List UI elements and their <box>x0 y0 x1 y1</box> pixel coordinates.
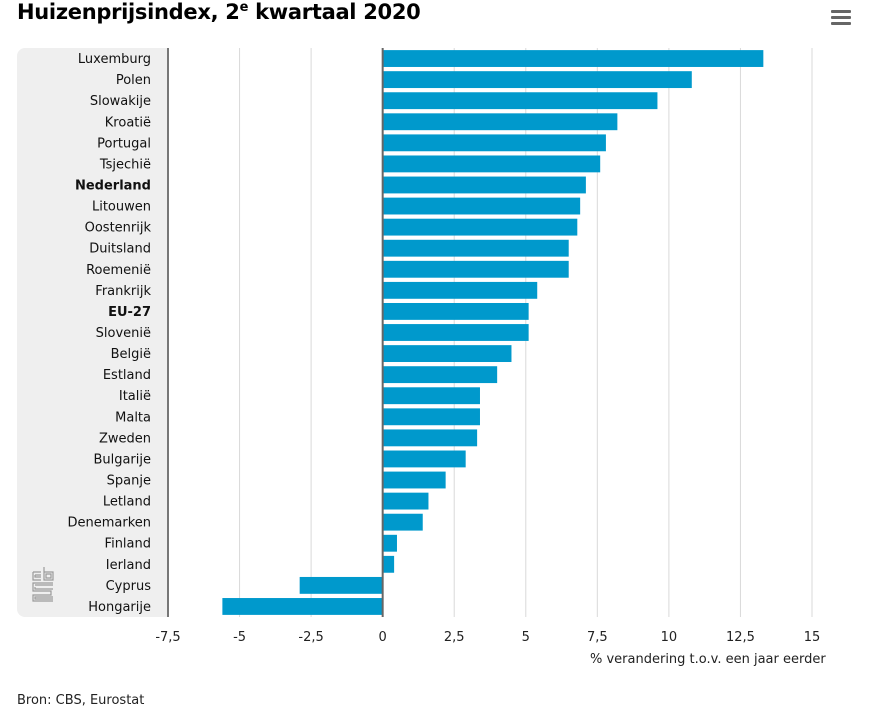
category-label: Malta <box>115 410 151 425</box>
category-label: Letland <box>103 495 151 510</box>
x-tick-label: 0 <box>379 630 387 645</box>
category-label: Luxemburg <box>78 52 151 67</box>
category-label: Tsjechië <box>99 157 151 172</box>
cbs-logo-icon <box>32 567 54 602</box>
hamburger-menu-icon[interactable] <box>829 8 853 28</box>
bar-eu-27 <box>382 302 529 320</box>
bar-oostenrijk <box>382 218 578 236</box>
category-label: Portugal <box>97 136 151 151</box>
category-label: EU-27 <box>108 305 151 320</box>
bar-denemarken <box>382 513 423 531</box>
bar-bulgarije <box>382 450 466 468</box>
category-label: Denemarken <box>67 516 151 531</box>
category-label: Ierland <box>106 558 151 573</box>
category-label: Duitsland <box>89 242 151 257</box>
bar-slowakije <box>382 92 658 110</box>
category-label: België <box>111 347 151 362</box>
category-label: Nederland <box>75 178 151 193</box>
bar-letland <box>382 492 429 510</box>
category-label: Polen <box>116 73 151 88</box>
bar-malta <box>382 408 480 426</box>
bar-litouwen <box>382 197 581 215</box>
bar-zweden <box>382 429 478 447</box>
bar-ierland <box>382 555 395 573</box>
bar-finland <box>382 534 397 552</box>
title-superscript: e <box>239 0 249 15</box>
bar-hongarije <box>222 598 383 615</box>
bar-estland <box>382 366 498 384</box>
bar-kroati- <box>382 113 618 131</box>
bar-roemeni- <box>382 260 569 278</box>
category-label: Slowakije <box>90 94 151 109</box>
x-tick-label: 10 <box>661 630 678 645</box>
bar-luxemburg <box>382 50 764 67</box>
bar-itali- <box>382 387 480 405</box>
x-axis-title: % verandering t.o.v. een jaar eerder <box>590 652 826 667</box>
category-label: Cyprus <box>106 579 152 594</box>
bar-tsjechi- <box>382 155 601 173</box>
category-label: Frankrijk <box>95 284 151 299</box>
bar-nederland <box>382 176 586 194</box>
category-label: Hongarije <box>88 600 151 615</box>
category-label: Finland <box>105 537 151 552</box>
bar-sloveni- <box>382 324 529 341</box>
bar-polen <box>382 71 692 89</box>
category-label-panel <box>17 48 168 617</box>
bar-cyprus <box>299 576 383 594</box>
category-label: Zweden <box>99 431 151 446</box>
title-main: Huizenprijsindex, 2 <box>17 0 240 24</box>
x-tick-label: -7,5 <box>155 630 180 645</box>
bar-frankrijk <box>382 281 538 299</box>
chart-title: Huizenprijsindex, 2e kwartaal 2020 <box>17 0 421 24</box>
x-tick-label: -5 <box>233 630 246 645</box>
category-label: Estland <box>103 368 151 383</box>
category-label: Oostenrijk <box>85 221 152 236</box>
title-rest: kwartaal 2020 <box>248 0 421 24</box>
bar-spanje <box>382 471 446 489</box>
category-label: Bulgarije <box>93 452 151 467</box>
bar-portugal <box>382 134 606 152</box>
source-note: Bron: CBS, Eurostat <box>17 693 145 708</box>
x-tick-label: -2,5 <box>298 630 323 645</box>
x-tick-label: 5 <box>522 630 530 645</box>
category-label: Spanje <box>107 474 151 489</box>
category-label: Italië <box>119 389 151 404</box>
x-tick-label: 12,5 <box>726 630 755 645</box>
x-tick-label: 15 <box>804 630 821 645</box>
category-label: Slovenië <box>96 326 151 341</box>
category-label: Kroatië <box>105 115 151 130</box>
category-label: Litouwen <box>92 200 151 215</box>
x-tick-label: 2,5 <box>444 630 465 645</box>
bar-duitsland <box>382 239 569 257</box>
x-tick-label: 7,5 <box>587 630 608 645</box>
bar-belgi- <box>382 345 512 363</box>
category-label: Roemenië <box>86 263 151 278</box>
